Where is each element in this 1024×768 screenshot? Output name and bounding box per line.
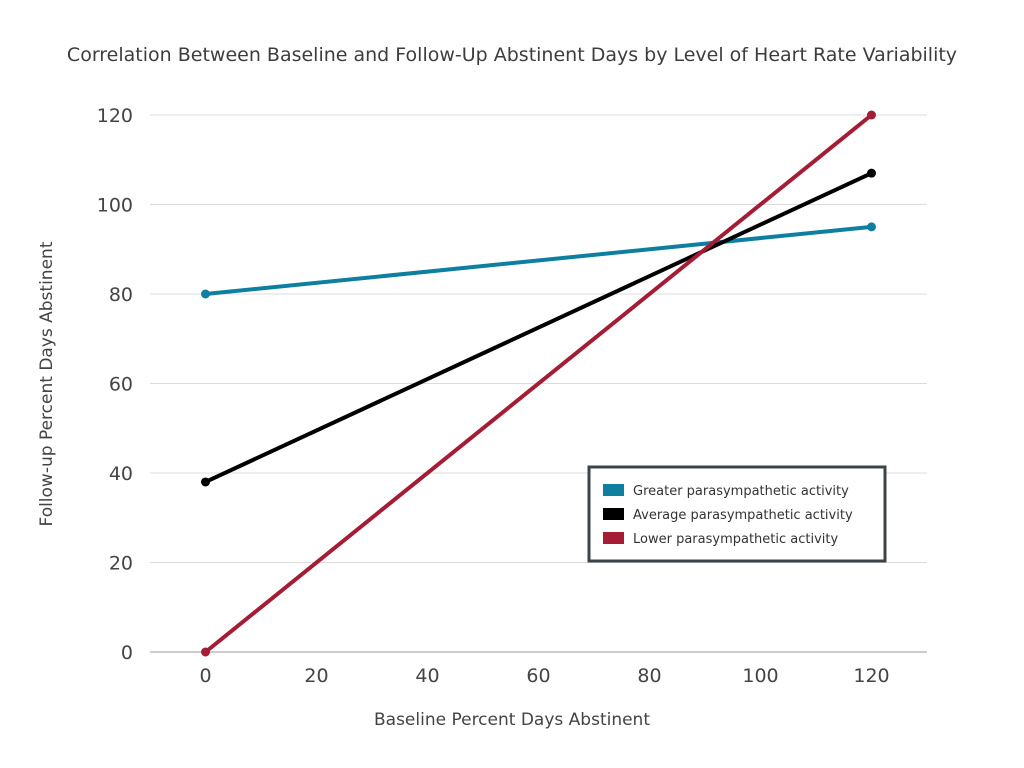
- y-tick-label: 40: [109, 463, 133, 485]
- y-axis-ticks: 0 20 40 60 80 100 120: [97, 105, 133, 664]
- chart-title: Correlation Between Baseline and Follow-…: [67, 44, 957, 66]
- x-tick-label: 60: [526, 665, 550, 687]
- legend-entry: Lower parasympathetic activity: [633, 532, 839, 547]
- series-line-0: [205, 224, 872, 296]
- data-point: [867, 222, 876, 232]
- series-lines: [201, 110, 876, 657]
- y-tick-label: 100: [97, 195, 133, 217]
- legend-entry: Average parasympathetic activity: [633, 508, 853, 523]
- legend-swatch: [603, 508, 624, 520]
- series-line-1: [204, 171, 873, 484]
- data-point: [867, 168, 876, 178]
- grid-lines: [150, 114, 927, 653]
- x-tick-label: 100: [742, 665, 778, 687]
- x-tick-label: 40: [415, 665, 439, 687]
- series-line-2: [204, 113, 873, 654]
- y-tick-label: 20: [109, 553, 133, 575]
- y-tick-label: 0: [121, 642, 133, 664]
- data-point: [201, 289, 210, 299]
- data-point: [201, 477, 210, 487]
- data-point: [201, 647, 210, 657]
- y-axis-label: Follow-up Percent Days Abstinent: [37, 241, 57, 526]
- legend-swatch: [603, 532, 624, 544]
- x-tick-label: 0: [199, 665, 211, 687]
- y-tick-label: 120: [97, 105, 133, 127]
- y-tick-label: 60: [109, 374, 133, 396]
- legend-entry: Greater parasympathetic activity: [633, 484, 849, 499]
- x-tick-label: 120: [853, 665, 889, 687]
- data-point: [867, 110, 876, 120]
- x-axis-ticks: 0 20 40 60 80 100 120: [199, 665, 889, 687]
- legend-box: [587, 465, 887, 563]
- legend: Greater parasympathetic activity Average …: [587, 465, 887, 563]
- legend-swatch: [603, 484, 624, 496]
- x-tick-label: 20: [304, 665, 328, 687]
- y-tick-label: 80: [109, 284, 133, 306]
- x-tick-label: 80: [637, 665, 661, 687]
- x-axis-label: Baseline Percent Days Abstinent: [374, 710, 650, 730]
